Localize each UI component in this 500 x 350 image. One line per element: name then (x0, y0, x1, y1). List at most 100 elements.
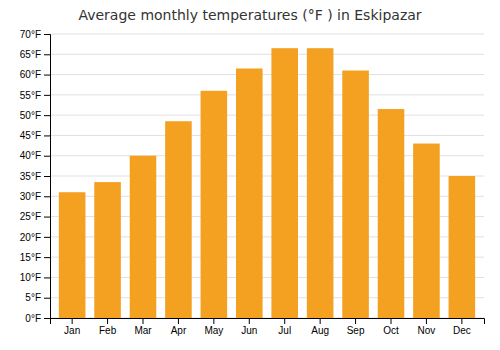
x-tick-label: Mar (134, 325, 152, 336)
x-tick-label: Sep (347, 325, 365, 336)
x-tick-mark (213, 318, 214, 324)
y-axis: 0°F 5°F 10°F 15°F 20°F 25°F 30°F 35°F 40°F 45°F 50… (20, 29, 51, 324)
x-tick: Sep (347, 318, 365, 336)
y-tick-label: 35°F (20, 171, 41, 182)
x-tick-label: Nov (418, 325, 436, 336)
x-tick: Aug (311, 318, 329, 336)
x-axis: Jan Feb Mar Apr May Jun Jul Aug Sep Oct Nov Dec (51, 318, 485, 336)
grid-line (50, 115, 484, 116)
y-tick-label: 65°F (20, 49, 41, 60)
x-tick-mark (72, 318, 73, 324)
y-tick: 15°F (20, 252, 50, 263)
y-tick-label: 5°F (25, 292, 41, 303)
grid-line (50, 34, 484, 35)
title: Average monthly temperatures (°F ) in Es… (78, 7, 421, 23)
x-tick-mark (391, 318, 392, 324)
x-tick-label: Oct (383, 325, 399, 336)
x-tick-mark (107, 318, 108, 324)
y-tick-label: 50°F (20, 110, 41, 121)
x-tick-mark (143, 318, 144, 324)
grid-line (50, 94, 484, 95)
x-tick-label: Jan (64, 325, 80, 336)
x-tick-mark (461, 318, 462, 324)
y-tick: 45°F (20, 130, 50, 141)
y-tick: 0°F (25, 313, 50, 324)
y-tick-mark (44, 217, 50, 218)
y-tick: 70°F (20, 29, 50, 40)
x-tick-mark (320, 318, 321, 324)
x-tick-label: Feb (99, 325, 117, 336)
y-tick-mark (44, 196, 50, 197)
x-tick-label: Apr (171, 325, 187, 336)
y-tick-label: 60°F (20, 69, 41, 80)
y-tick-mark (44, 34, 50, 35)
x-tick-label: Dec (453, 325, 471, 336)
bar (236, 68, 263, 318)
y-tick-label: 70°F (20, 29, 41, 40)
y-tick: 50°F (20, 110, 50, 121)
y-tick-label: 40°F (20, 150, 41, 161)
bar (201, 91, 228, 318)
grid-line (50, 74, 484, 75)
grid (50, 34, 484, 318)
x-tick: Apr (171, 318, 187, 336)
y-tick-label: 30°F (20, 191, 41, 202)
x-tick: Jul (278, 318, 291, 336)
bar (59, 192, 86, 318)
y-tick-mark (44, 156, 50, 157)
y-tick-label: 0°F (25, 313, 41, 324)
x-tick-label: Jun (241, 325, 257, 336)
grid-line (50, 135, 484, 136)
x-tick-label: Jul (278, 325, 291, 336)
grid-line (50, 54, 484, 55)
x-tick-label: May (204, 325, 223, 336)
x-tick: Oct (383, 318, 399, 336)
x-tick: Dec (453, 318, 471, 336)
x-tick-mark (284, 318, 285, 324)
y-tick: 25°F (20, 211, 50, 222)
x-tick-mark (355, 318, 356, 324)
x-tick: Feb (99, 318, 117, 336)
y-tick: 60°F (20, 69, 50, 80)
y-tick-mark (44, 54, 50, 55)
bar (449, 176, 476, 318)
bar (378, 109, 405, 318)
y-tick-label: 20°F (20, 232, 41, 243)
x-tick-mark (426, 318, 427, 324)
bar (342, 71, 369, 318)
bar (130, 156, 157, 318)
chart: Average monthly temperatures (°F ) in Es… (0, 0, 500, 350)
x-tick: Nov (418, 318, 436, 336)
x-tick: Jan (64, 318, 80, 336)
bars (59, 48, 475, 318)
y-tick-mark (44, 176, 50, 177)
x-tick-mark (178, 318, 179, 324)
y-tick-label: 25°F (20, 211, 41, 222)
y-tick-mark (44, 95, 50, 96)
y-tick-mark (44, 277, 50, 278)
y-tick-mark (44, 237, 50, 238)
x-tick-label: Aug (311, 325, 329, 336)
y-tick-mark (44, 115, 50, 116)
y-tick-label: 45°F (20, 130, 41, 141)
x-tick: Jun (241, 318, 257, 336)
bar (307, 48, 334, 318)
y-tick: 5°F (25, 292, 50, 303)
bar (165, 121, 192, 318)
x-tick: May (204, 318, 223, 336)
plot: 0°F 5°F 10°F 15°F 20°F 25°F 30°F 35°F 40°F 45°F 50… (20, 29, 485, 336)
x-axis-line (51, 319, 485, 325)
y-tick-mark (44, 257, 50, 258)
y-axis-line (44, 35, 51, 319)
y-tick: 40°F (20, 150, 50, 161)
bar (94, 182, 121, 318)
bar (271, 48, 298, 318)
y-tick: 65°F (20, 49, 50, 60)
y-tick-label: 15°F (20, 252, 41, 263)
y-tick: 35°F (20, 171, 50, 182)
x-tick: Mar (134, 318, 152, 336)
y-tick-mark (44, 135, 50, 136)
x-tick-mark (249, 318, 250, 324)
y-tick: 20°F (20, 232, 50, 243)
y-tick: 10°F (20, 272, 50, 283)
